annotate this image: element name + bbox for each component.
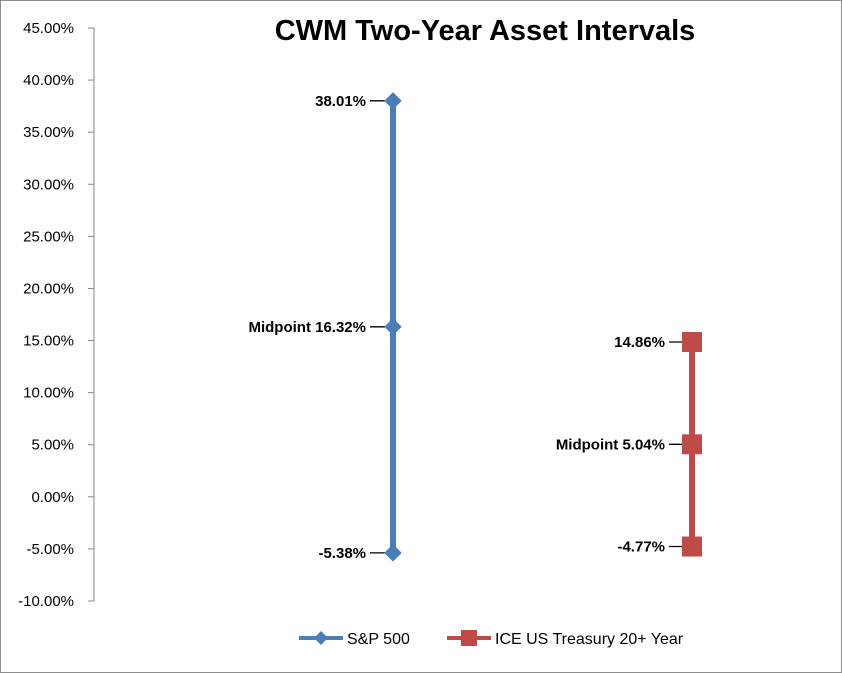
data-point-marker xyxy=(384,92,402,110)
data-point-marker xyxy=(384,318,402,336)
data-label: 14.86% xyxy=(614,334,665,351)
y-tick-label: -10.00% xyxy=(18,593,74,610)
legend-marker xyxy=(314,631,328,645)
data-label: Midpoint 16.32% xyxy=(248,319,366,336)
y-axis: -10.00% -5.00% 0.00% 5.00% 10.00% 15.00% 20.00… xyxy=(18,20,95,610)
legend-label: S&P 500 xyxy=(347,631,410,648)
y-tick-label: 30.00% xyxy=(23,176,74,193)
legend-label: ICE US Treasury 20+ Year xyxy=(495,631,684,648)
data-label: Midpoint 5.04% xyxy=(556,436,665,453)
legend-marker xyxy=(461,630,477,646)
y-tick-label: 40.00% xyxy=(23,72,74,89)
data-point-marker xyxy=(682,536,702,557)
plot-area: 38.01% Midpoint 16.32% -5.38% 14.86% Midpoin… xyxy=(248,92,702,562)
y-tick-label: 0.00% xyxy=(31,489,74,506)
data-label: -5.38% xyxy=(318,545,366,562)
chart-title: CWM Two-Year Asset Intervals xyxy=(275,15,696,47)
y-tick-label: 10.00% xyxy=(23,385,74,402)
data-point-marker xyxy=(682,332,702,353)
data-label: 38.01% xyxy=(315,93,366,110)
legend: S&P 500 ICE US Treasury 20+ Year xyxy=(299,630,684,648)
y-tick-label: -5.00% xyxy=(26,541,74,558)
y-tick-label: 25.00% xyxy=(23,228,74,245)
y-tick-label: 5.00% xyxy=(31,437,74,454)
data-point-marker xyxy=(682,434,702,455)
y-tick-label: 15.00% xyxy=(23,333,74,350)
data-label: -4.77% xyxy=(617,539,665,556)
y-tick-label: 45.00% xyxy=(23,20,74,37)
data-point-marker xyxy=(384,544,402,562)
y-tick-label: 35.00% xyxy=(23,124,74,141)
y-tick-label: 20.00% xyxy=(23,280,74,297)
